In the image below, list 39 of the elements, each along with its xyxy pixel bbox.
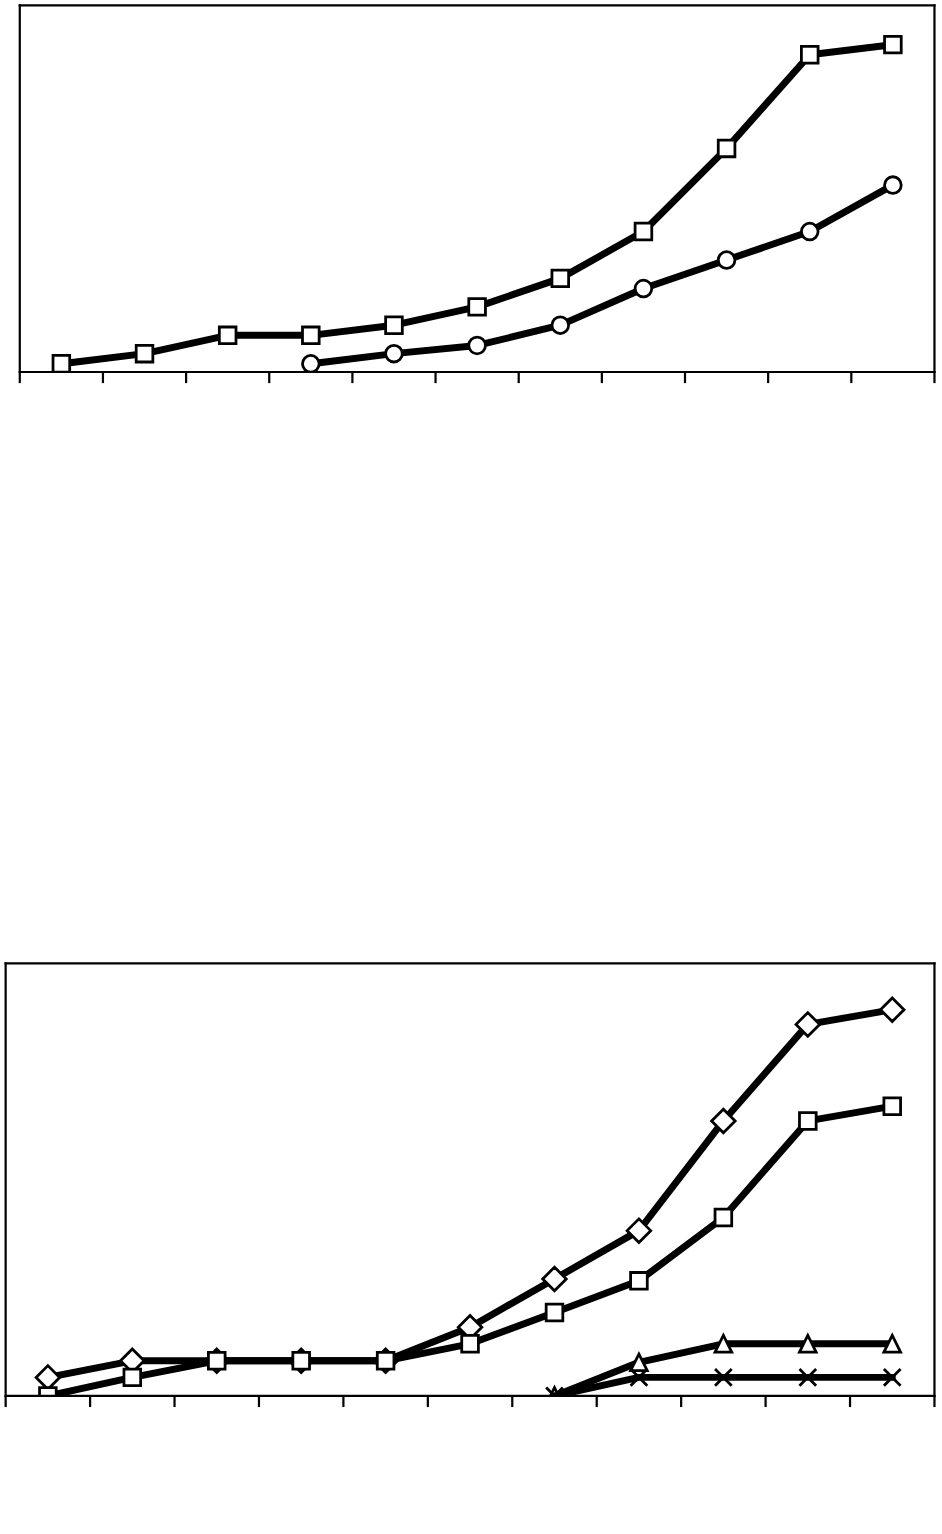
point: [122, 1367, 143, 1388]
point: [467, 335, 487, 356]
point: [883, 34, 903, 55]
point: [301, 325, 321, 346]
point: [716, 138, 737, 159]
point: [879, 996, 906, 1023]
point: [800, 221, 820, 242]
point: [384, 343, 404, 364]
point: [798, 1367, 818, 1388]
point: [301, 354, 321, 372]
point: [710, 1107, 737, 1135]
point: [794, 1011, 821, 1038]
point: [550, 268, 570, 289]
point: [882, 1096, 902, 1116]
point: [883, 175, 903, 195]
point: [34, 1364, 62, 1391]
point: [384, 315, 404, 335]
point: [716, 250, 737, 270]
point: [629, 1367, 649, 1388]
point: [217, 325, 238, 346]
point: [544, 1302, 565, 1323]
point: [882, 1334, 902, 1354]
point: [541, 1265, 568, 1293]
point: [713, 1367, 734, 1388]
point: [633, 278, 654, 299]
point: [798, 1111, 818, 1131]
point: [467, 297, 487, 317]
point: [713, 1207, 734, 1228]
point: [800, 45, 820, 65]
point: [625, 1217, 653, 1244]
point: [51, 354, 72, 372]
point: [550, 315, 570, 335]
point: [633, 221, 654, 242]
point: [629, 1271, 649, 1291]
point: [882, 1367, 902, 1388]
point: [713, 1334, 734, 1354]
point: [460, 1334, 480, 1354]
point: [798, 1334, 818, 1354]
point: [134, 343, 155, 364]
